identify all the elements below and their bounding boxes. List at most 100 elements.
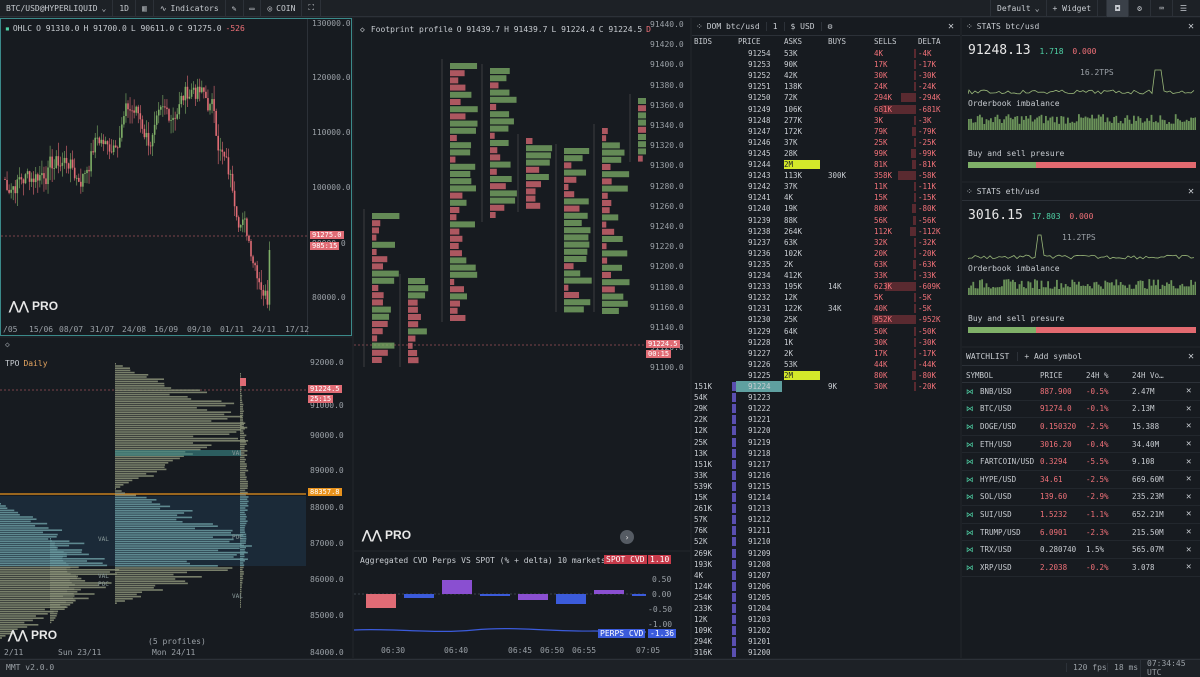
watchlist-row[interactable]: ⋈ SUI/USD 1.5232 -1.1% 652.21M ✕ xyxy=(962,506,1200,524)
dom-row[interactable]: 539K 91215 xyxy=(692,481,960,492)
dom-row[interactable]: 91241 4K 15K -15K xyxy=(692,192,960,203)
dom-row[interactable]: 91238 264K 112K -112K xyxy=(692,226,960,237)
dom-row[interactable]: 91239 88K 56K -56K xyxy=(692,215,960,226)
dom-row[interactable]: 91226 53K 44K -44K xyxy=(692,359,960,370)
chart-type-button[interactable]: ▥ xyxy=(136,0,154,17)
remove-icon[interactable]: ✕ xyxy=(1186,509,1192,520)
close-icon[interactable]: ✕ xyxy=(1187,351,1194,362)
aggregation-selector[interactable]: 1 xyxy=(765,22,785,31)
dom-row[interactable]: 91228 1K 30K -30K xyxy=(692,337,960,348)
dom-row[interactable]: 91247 172K 79K -79K xyxy=(692,126,960,137)
dom-row[interactable]: 294K 91201 xyxy=(692,636,960,647)
remove-icon[interactable]: ✕ xyxy=(1186,527,1192,538)
dom-row[interactable]: 316K 91200 xyxy=(692,647,960,658)
dom-row[interactable]: 254K 91205 xyxy=(692,592,960,603)
collapse-icon[interactable]: ◇ xyxy=(360,24,365,34)
symbol-selector[interactable]: BTC/USD@HYPERLIQUID ⌄ xyxy=(0,0,114,17)
close-icon[interactable]: ✕ xyxy=(1187,186,1194,197)
folder-button[interactable]: ▭ xyxy=(244,0,262,17)
dom-row[interactable]: 151K 91217 xyxy=(692,459,960,470)
dom-row[interactable]: 109K 91202 xyxy=(692,625,960,636)
dom-row[interactable]: 91230 25K 952K -952K xyxy=(692,314,960,325)
remove-icon[interactable]: ✕ xyxy=(1186,456,1192,467)
sliders-icon[interactable]: ☰ xyxy=(1172,0,1194,17)
close-icon[interactable]: ✕ xyxy=(947,21,954,32)
unit-selector[interactable]: $ USD xyxy=(791,22,822,31)
watchlist-row[interactable]: ⋈ TRX/USD 0.280740 1.5% 565.07M ✕ xyxy=(962,541,1200,559)
dom-row[interactable]: 91231 122K 34K 40K -5K xyxy=(692,303,960,314)
dom-row[interactable]: 233K 91204 xyxy=(692,603,960,614)
dom-row[interactable]: 22K 91221 xyxy=(692,414,960,425)
dom-row[interactable]: 91249 106K 681K -681K xyxy=(692,104,960,115)
dom-row[interactable]: 4K 91207 xyxy=(692,570,960,581)
dom-row[interactable]: 91229 64K 50K -50K xyxy=(692,326,960,337)
dom-row[interactable]: 91234 412K 33K -33K xyxy=(692,270,960,281)
dom-row[interactable]: 25K 91219 xyxy=(692,437,960,448)
dom-row[interactable]: 12K 91203 xyxy=(692,614,960,625)
dom-row[interactable]: 91240 19K 80K -80K xyxy=(692,203,960,214)
dom-row[interactable]: 91253 90K 17K -17K xyxy=(692,59,960,70)
dom-row[interactable]: 33K 91216 xyxy=(692,470,960,481)
dom-row[interactable]: 91233 195K 14K 623K -609K xyxy=(692,281,960,292)
indicators-button[interactable]: ∿ Indicators xyxy=(154,0,226,17)
dom-row[interactable]: 151K 91224 9K 30K -20K xyxy=(692,381,960,392)
timeframe-selector[interactable]: 1D xyxy=(113,0,136,17)
dom-row[interactable]: 12K 91220 xyxy=(692,425,960,436)
dom-row[interactable]: 91235 2K 63K -63K xyxy=(692,259,960,270)
dom-rows[interactable]: 91254 53K 4K -4K 91253 90K 17K -17K 91252 42K 30K -… xyxy=(692,48,960,658)
dom-row[interactable]: 193K 91208 xyxy=(692,559,960,570)
dom-row[interactable]: 13K 91218 xyxy=(692,448,960,459)
dom-row[interactable]: 91242 37K 11K -11K xyxy=(692,181,960,192)
dom-row[interactable]: 29K 91222 xyxy=(692,403,960,414)
dom-row[interactable]: 76K 91211 xyxy=(692,525,960,536)
watchlist-row[interactable]: ⋈ XRP/USD 2.2038 -0.2% 3.078 ✕ xyxy=(962,559,1200,577)
drag-handle-icon[interactable]: ⁘ xyxy=(696,22,703,31)
ohlc-candles[interactable] xyxy=(1,19,307,324)
watchlist-row[interactable]: ⋈ HYPE/USD 34.61 -2.5% 669.60M ✕ xyxy=(962,471,1200,489)
fullscreen-button[interactable]: ⛶ xyxy=(302,0,322,17)
dom-row[interactable]: 91227 2K 17K -17K xyxy=(692,348,960,359)
remove-icon[interactable]: ✕ xyxy=(1186,439,1192,450)
dom-row[interactable]: 91254 53K 4K -4K xyxy=(692,48,960,59)
watchlist-row[interactable]: ⋈ BNB/USD 887.900 -0.5% 2.47M ✕ xyxy=(962,383,1200,401)
dom-row[interactable]: 91251 138K 24K -24K xyxy=(692,81,960,92)
remove-icon[interactable]: ✕ xyxy=(1186,544,1192,555)
dom-row[interactable]: 261K 91213 xyxy=(692,503,960,514)
remove-icon[interactable]: ✕ xyxy=(1186,421,1192,432)
settings-icon[interactable]: ⚙ xyxy=(827,22,833,31)
add-widget-button[interactable]: + Widget xyxy=(1047,0,1099,17)
dom-row[interactable]: 52K 91210 xyxy=(692,536,960,547)
watchlist-row[interactable]: ⋈ BTC/USD 91274.0 -0.1% 2.13M ✕ xyxy=(962,401,1200,419)
collapse-icon[interactable]: ◇ xyxy=(5,340,10,349)
dom-row[interactable]: 57K 91212 xyxy=(692,514,960,525)
scroll-right-button[interactable]: › xyxy=(620,530,634,544)
dom-row[interactable]: 15K 91214 xyxy=(692,492,960,503)
watchlist-row[interactable]: ⋈ FARTCOIN/USD 0.3294 -5.5% 9.108 ✕ xyxy=(962,453,1200,471)
drag-handle-icon[interactable]: ⁘ xyxy=(966,22,973,31)
dom-row[interactable]: 91232 12K 5K -5K xyxy=(692,292,960,303)
watchlist-row[interactable]: ⋈ SOL/USD 139.60 -2.9% 235.23M ✕ xyxy=(962,489,1200,507)
dom-row[interactable]: 91252 42K 30K -30K xyxy=(692,70,960,81)
dom-row[interactable]: 54K 91223 xyxy=(692,392,960,403)
close-icon[interactable]: ✕ xyxy=(1187,21,1194,32)
coin-button[interactable]: ◎ COIN xyxy=(261,0,303,17)
remove-icon[interactable]: ✕ xyxy=(1186,562,1192,573)
dom-row[interactable]: 91244 2M 81K -81K xyxy=(692,159,960,170)
remove-icon[interactable]: ✕ xyxy=(1186,491,1192,502)
dom-row[interactable]: 124K 91206 xyxy=(692,581,960,592)
col-header[interactable]: 24H Vo… xyxy=(1132,371,1164,380)
dom-row[interactable]: 91246 37K 25K -25K xyxy=(692,137,960,148)
drag-handle-icon[interactable]: ⁘ xyxy=(966,187,973,196)
dom-row[interactable]: 269K 91209 xyxy=(692,548,960,559)
dom-row[interactable]: 91245 28K 99K -99K xyxy=(692,148,960,159)
dom-row[interactable]: 91236 102K 20K -20K xyxy=(692,248,960,259)
dom-row[interactable]: 91225 2M 80K -80K xyxy=(692,370,960,381)
layout-selector[interactable]: Default ⌄ xyxy=(990,0,1047,17)
camera-icon[interactable]: ◘ xyxy=(1106,0,1128,17)
remove-icon[interactable]: ✕ xyxy=(1186,474,1192,485)
dom-row[interactable]: 91243 113K 300K 358K -58K xyxy=(692,170,960,181)
watchlist-row[interactable]: ⋈ DOGE/USD 0.150320 -2.5% 15.388 ✕ xyxy=(962,418,1200,436)
cvd-chart[interactable] xyxy=(354,552,646,644)
dom-row[interactable]: 91237 63K 32K -32K xyxy=(692,237,960,248)
